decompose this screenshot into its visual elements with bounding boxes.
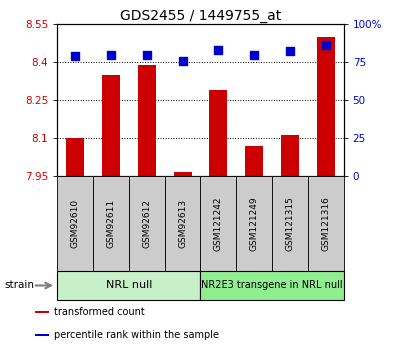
Text: GSM121316: GSM121316 [321, 196, 330, 251]
Text: NR2E3 transgene in NRL null: NR2E3 transgene in NRL null [201, 280, 343, 290]
Bar [281, 136, 299, 176]
Point [72, 53, 78, 59]
Bar [35, 311, 49, 313]
Text: transformed count: transformed count [54, 307, 145, 317]
Bar [129, 176, 165, 271]
Bar [102, 75, 120, 176]
Bar [57, 271, 201, 300]
Bar [201, 176, 236, 271]
Bar [272, 176, 308, 271]
Point [251, 52, 257, 57]
Bar [174, 172, 192, 176]
Bar [317, 37, 335, 176]
Point [179, 58, 186, 63]
Point [215, 47, 222, 53]
Bar [93, 176, 129, 271]
Point [108, 52, 114, 57]
Text: percentile rank within the sample: percentile rank within the sample [54, 330, 219, 340]
Text: GSM121242: GSM121242 [214, 196, 223, 250]
Bar [201, 271, 344, 300]
Text: GSM92611: GSM92611 [107, 199, 115, 248]
Text: strain: strain [4, 280, 34, 290]
Text: GSM121249: GSM121249 [250, 196, 259, 251]
Bar [66, 138, 84, 176]
Text: GSM121315: GSM121315 [286, 196, 294, 251]
Bar [57, 176, 93, 271]
Text: GSM92612: GSM92612 [142, 199, 151, 248]
Bar [138, 65, 156, 176]
Bar [209, 90, 227, 176]
Bar [308, 176, 344, 271]
Bar [35, 334, 49, 336]
Point [287, 49, 293, 54]
Text: NRL null: NRL null [106, 280, 152, 290]
Bar [245, 146, 263, 176]
Title: GDS2455 / 1449755_at: GDS2455 / 1449755_at [120, 9, 281, 23]
Point [323, 43, 329, 48]
Text: GSM92610: GSM92610 [71, 199, 80, 248]
Point [144, 52, 150, 57]
Text: GSM92613: GSM92613 [178, 199, 187, 248]
Bar [236, 176, 272, 271]
Bar [165, 176, 201, 271]
